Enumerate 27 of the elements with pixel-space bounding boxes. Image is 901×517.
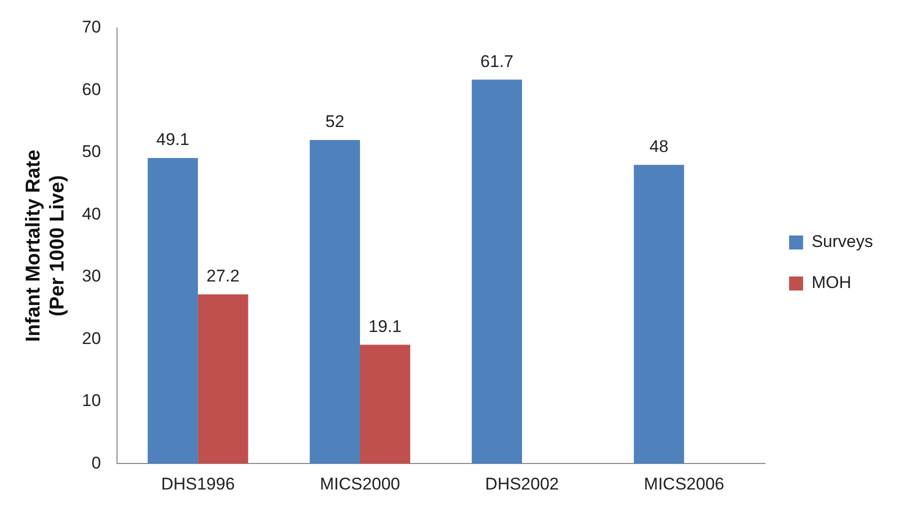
data-label: 27.2 (206, 266, 240, 286)
bar (310, 140, 360, 464)
data-label: 19.1 (368, 316, 402, 336)
data-label: 48 (649, 137, 668, 156)
data-label: 49.1 (156, 130, 190, 150)
bar (360, 344, 410, 464)
y-tick-label: 60 (82, 80, 101, 99)
y-axis-title: Infant Mortality Rate (Per 1000 Live) (22, 150, 69, 342)
legend-label: MOH (812, 273, 852, 292)
y-tick-label: 10 (82, 391, 101, 410)
bar (472, 80, 522, 464)
x-tick-label: MICS2006 (644, 474, 724, 494)
x-tick-label: MICS2000 (320, 474, 400, 494)
y-tick-label: 20 (82, 328, 101, 348)
bar (148, 158, 198, 464)
bar (634, 164, 684, 464)
bar (198, 294, 248, 464)
y-tick-label: 30 (82, 266, 101, 286)
y-tick-label: 0 (91, 453, 101, 472)
y-tick-label: 70 (82, 18, 101, 37)
x-tick-label: DHS1996 (161, 474, 235, 494)
x-tick-label: DHS2002 (485, 474, 559, 494)
data-label: 61.7 (480, 52, 514, 71)
legend-label: Surveys (812, 232, 874, 252)
y-tick-label: 40 (82, 204, 101, 224)
data-label: 52 (325, 112, 344, 132)
y-tick-label: 50 (82, 142, 101, 162)
